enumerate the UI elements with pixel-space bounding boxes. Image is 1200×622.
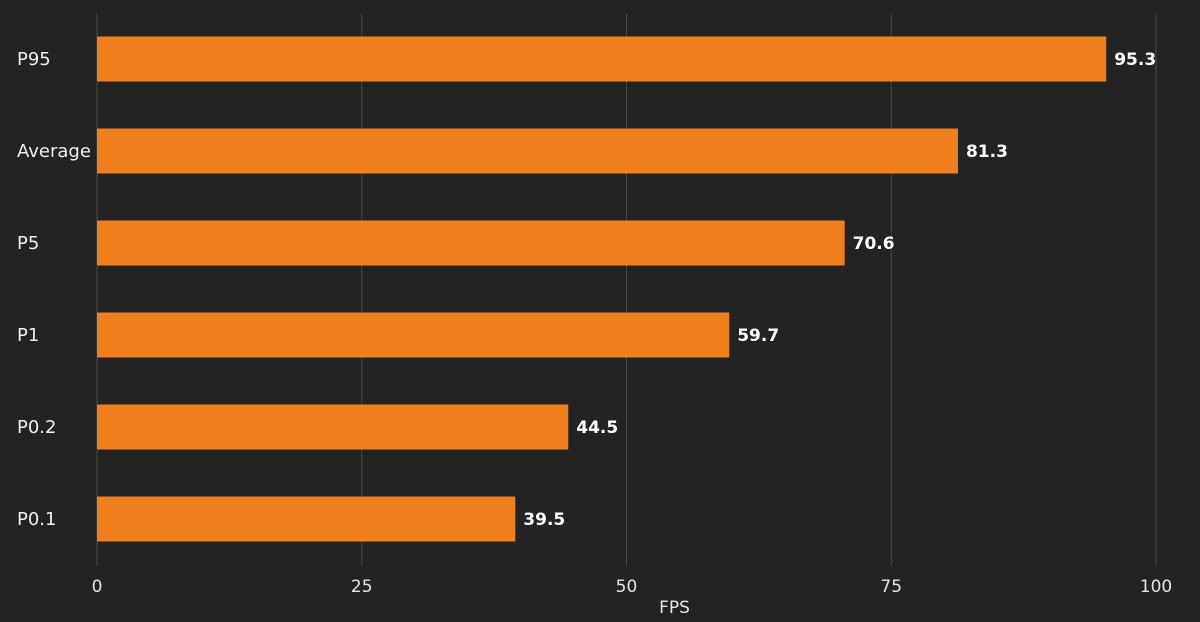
x-tick-label: 75 xyxy=(880,577,902,597)
category-label: P0.2 xyxy=(17,417,56,438)
value-label: 59.7 xyxy=(737,326,779,346)
x-tick-label: 50 xyxy=(616,577,638,597)
x-axis-title: FPS xyxy=(659,598,690,618)
labels: 0 25 50 75 100 P95 95.3 Average 81.3 P5 70.6 P1 59.7… xyxy=(17,49,1172,597)
category-label: P0.1 xyxy=(17,509,56,530)
category-label: Average xyxy=(17,141,91,162)
value-label: 70.6 xyxy=(853,234,895,254)
x-tick-label: 25 xyxy=(351,577,373,597)
bar-p0-2 xyxy=(97,404,569,450)
bar-p95 xyxy=(97,36,1107,82)
category-label: P95 xyxy=(17,49,51,70)
gridlines xyxy=(96,14,1157,566)
category-label: P5 xyxy=(17,233,39,254)
value-label: 44.5 xyxy=(576,418,618,438)
x-tick-label: 100 xyxy=(1140,577,1172,597)
value-label: 39.5 xyxy=(523,510,565,530)
bars xyxy=(97,36,1107,542)
value-label: 95.3 xyxy=(1114,50,1156,70)
category-label: P1 xyxy=(17,325,39,346)
bar-average xyxy=(97,128,958,174)
x-tick-label: 0 xyxy=(92,577,103,597)
value-label: 81.3 xyxy=(966,142,1008,162)
bar-p1 xyxy=(97,312,730,358)
bar-p0-1 xyxy=(97,496,516,542)
bar-p5 xyxy=(97,220,845,266)
